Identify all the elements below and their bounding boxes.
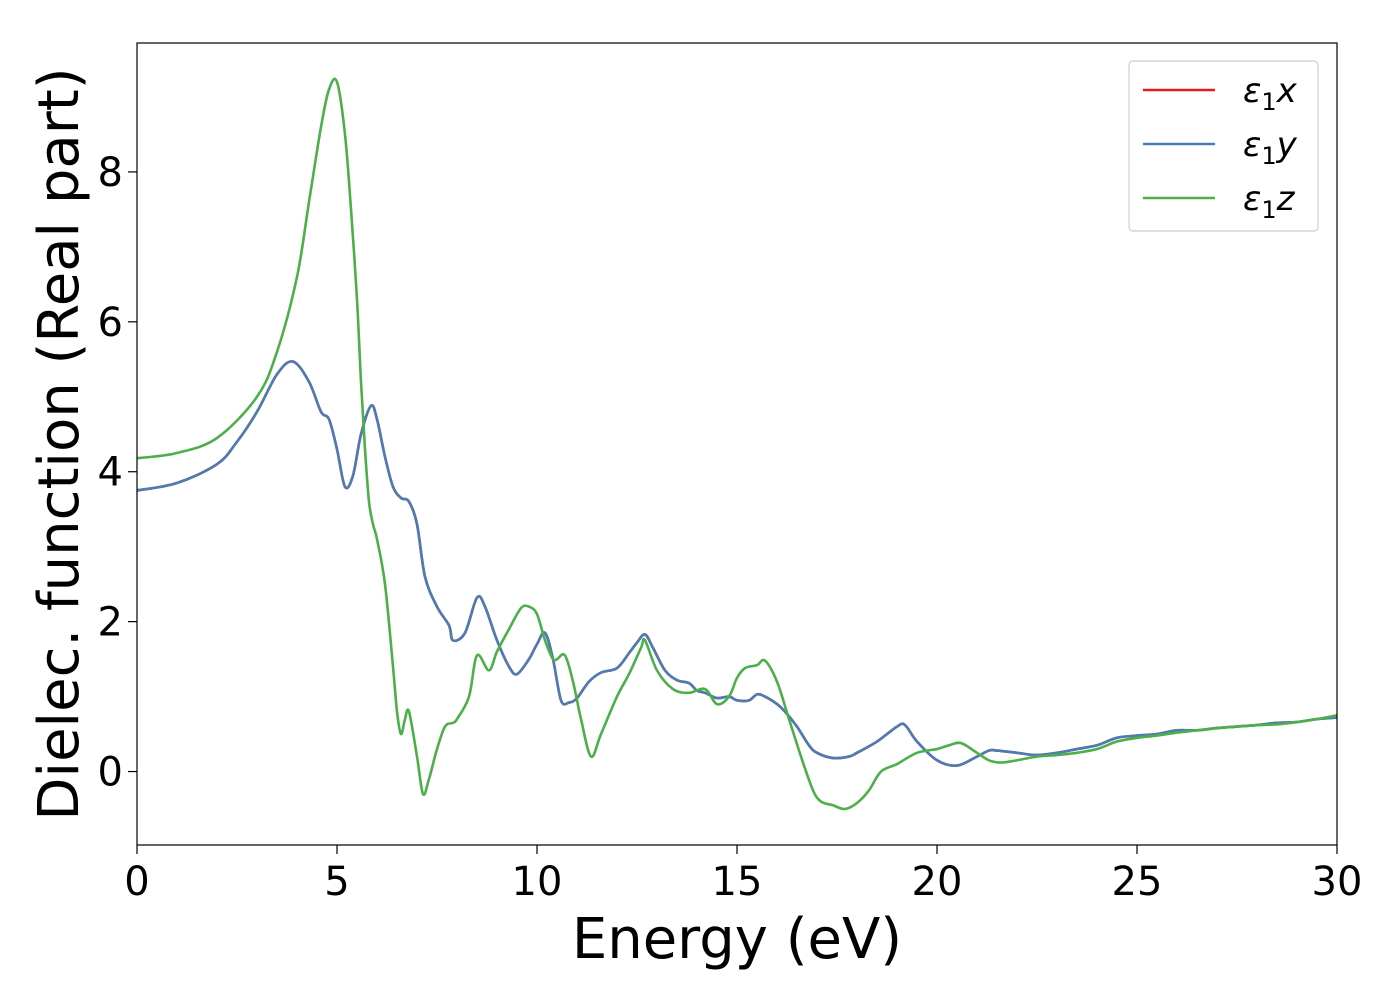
- legend-label-z: ε1z: [1243, 179, 1296, 224]
- x-axis-label: Energy (eV): [572, 907, 902, 972]
- x-tick-label: 10: [512, 859, 563, 905]
- x-tick-label: 30: [1312, 859, 1363, 905]
- legend-label-x: ε1x: [1243, 71, 1298, 116]
- legend: ε1x ε1y ε1z: [1128, 60, 1319, 232]
- x-tick-label: 20: [912, 859, 963, 905]
- series-line-y: [137, 360, 1337, 767]
- x-tick-label: 0: [124, 859, 149, 905]
- x-tick-label: 5: [324, 859, 349, 905]
- y-tick-label: 0: [98, 750, 123, 796]
- x-tick-label: 25: [1112, 859, 1163, 905]
- x-axis-ticks: 0 5 10 15 20 25 30: [124, 845, 1362, 905]
- y-tick-label: 8: [98, 150, 123, 196]
- x-tick-label: 15: [712, 859, 763, 905]
- legend-label-y: ε1y: [1243, 125, 1298, 170]
- y-axis-label: Dielec. function (Real part): [27, 67, 92, 820]
- series-line-z: [137, 77, 1337, 811]
- y-axis-ticks: 0 2 4 6 8: [98, 150, 137, 796]
- y-tick-label: 2: [98, 600, 123, 646]
- y-tick-label: 4: [98, 450, 123, 496]
- y-tick-label: 6: [98, 300, 123, 346]
- legend-frame: [1128, 60, 1319, 232]
- series-layer: [137, 77, 1337, 811]
